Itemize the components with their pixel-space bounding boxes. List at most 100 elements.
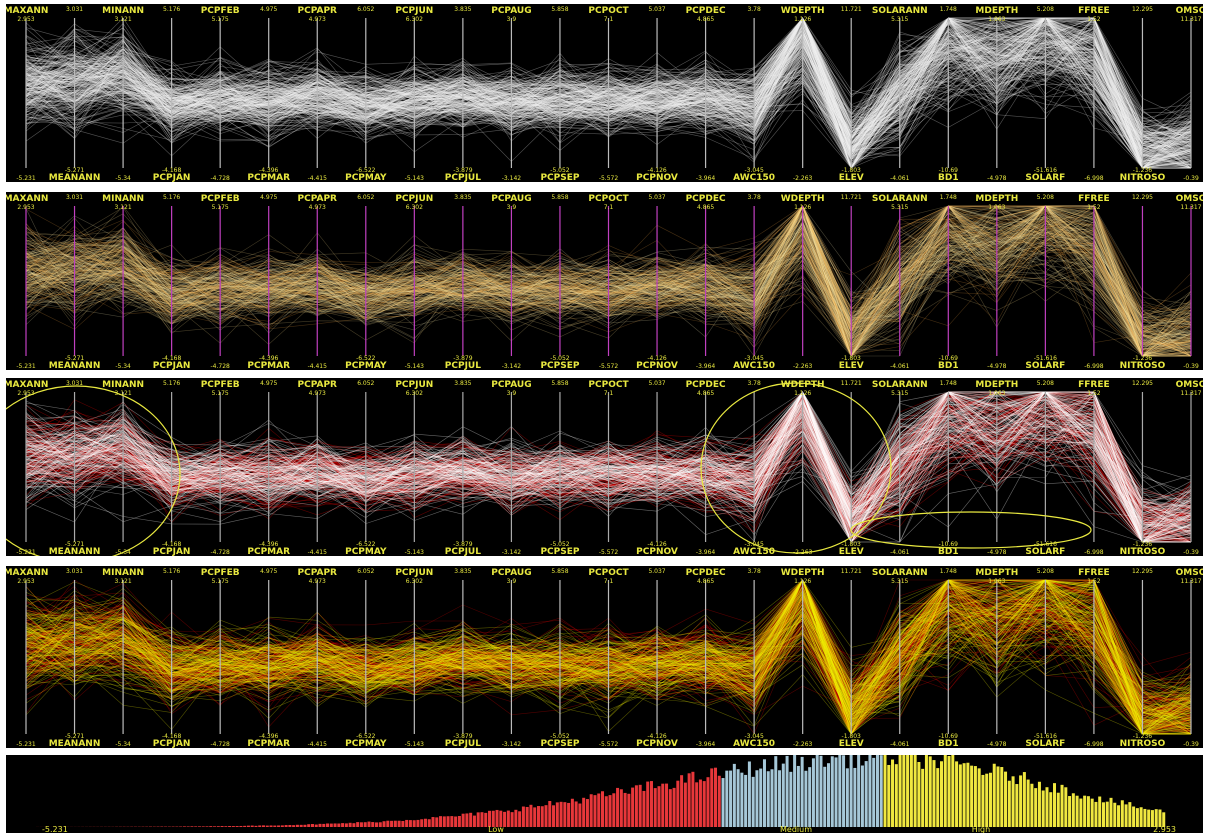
- axis-max-pcpmay: 6.052: [357, 6, 374, 13]
- hist-bar: [759, 768, 763, 827]
- axis-label-omso: OMSO: [1176, 568, 1203, 578]
- axis-label-pcpoct: PCPOCT: [588, 380, 629, 390]
- axis-max-pcpdec: 4.865: [697, 390, 714, 397]
- hist-bar: [540, 806, 544, 827]
- axis-max-pcpjul: 3.835: [454, 6, 471, 13]
- axis-min-pcpmay: -6.522: [356, 167, 376, 174]
- axis-min-solarf: -51.616: [1034, 355, 1057, 362]
- axis-label-pcpjan: PCPJAN: [153, 547, 191, 556]
- axis-max-pcpoct: 7.1: [604, 204, 614, 211]
- axis-min-pcpnov: -4.126: [647, 733, 667, 740]
- hist-bar: [220, 826, 224, 827]
- pcp-panel-3[interactable]: MAXANN 2.953 -5.231 MEANANN 3.031 -5.271 MINAN…: [6, 378, 1203, 556]
- axis-max-ffree: 1.52: [1087, 204, 1101, 211]
- hist-bar: [879, 755, 883, 827]
- hist-bar: [992, 763, 996, 827]
- hist-bar: [985, 773, 989, 827]
- axis-label-pcpaug: PCPAUG: [491, 568, 531, 578]
- hist-bar: [529, 804, 533, 827]
- axis-min-omso: -0.39: [1183, 175, 1199, 182]
- axis-max-pcpfeb: 5.175: [212, 16, 229, 23]
- hist-bar: [883, 755, 887, 827]
- axis-label-pcpfeb: PCPFEB: [201, 568, 240, 578]
- axis-min-pcpsep: -5.052: [550, 541, 570, 548]
- axis-label-pcpjul: PCPJUL: [445, 547, 481, 556]
- axis-max-solarann: 5.315: [891, 16, 908, 23]
- hist-bar: [228, 826, 232, 827]
- axis-min-elev: -1.803: [842, 733, 862, 740]
- axis-max-pcpdec: 4.865: [697, 578, 714, 585]
- axis-max-ffree: 1.52: [1087, 578, 1101, 585]
- hist-bar: [729, 770, 733, 827]
- axis-max-solarf: 5.208: [1037, 194, 1054, 201]
- axis-label-wdepth: WDEPTH: [781, 380, 825, 390]
- hist-bar: [845, 768, 849, 827]
- hist-bar: [1120, 800, 1124, 827]
- axis-label-omso: OMSO: [1176, 194, 1203, 204]
- axis-min-pcpmay: -6.522: [356, 541, 376, 548]
- axis-min-mdepth: -4.978: [987, 175, 1007, 182]
- hist-bar: [356, 822, 360, 827]
- axis-min-meanann: -5.271: [65, 355, 85, 362]
- hist-bar: [842, 755, 846, 827]
- hist-bar: [909, 755, 913, 827]
- hist-bar: [698, 779, 702, 827]
- hist-bar: [917, 762, 921, 827]
- axis-max-pcpjan: 5.176: [163, 380, 180, 387]
- hist-bar: [503, 811, 507, 827]
- hist-bar: [363, 822, 367, 827]
- hist-bar: [710, 768, 714, 827]
- axis-min-pcpjan: -4.168: [162, 355, 182, 362]
- hist-bar: [988, 772, 992, 827]
- axis-label-pcpdec: PCPDEC: [686, 568, 726, 578]
- axis-max-omso: 11.317: [1181, 204, 1202, 211]
- axis-min-pcpfeb: -4.728: [210, 741, 230, 748]
- pcp-panel-2[interactable]: MAXANN 2.953 -5.231 MEANANN 3.031 -5.271 MINAN…: [6, 192, 1203, 370]
- histogram-panel[interactable]: -5.231 Low Medium High 2.953: [6, 755, 1203, 833]
- hist-bar: [827, 763, 831, 827]
- hist-bar: [295, 824, 299, 827]
- axis-label-meanann: MEANANN: [49, 361, 101, 370]
- hist-bar: [574, 801, 578, 827]
- hist-bar: [488, 810, 492, 827]
- hist-bar: [1019, 775, 1023, 827]
- axis-min-pcpoct: -5.572: [599, 175, 619, 182]
- axis-label-pcpjan: PCPJAN: [153, 173, 191, 182]
- axis-min-pcpoct: -5.572: [599, 363, 619, 370]
- hist-bar: [668, 789, 672, 827]
- axis-max-maxann: 2.953: [17, 16, 34, 23]
- hist-bar: [472, 815, 476, 827]
- axis-max-pcpapr: 4.973: [309, 16, 326, 23]
- hist-bar: [427, 819, 431, 827]
- hist-bar: [280, 825, 284, 827]
- hist-bar: [1026, 779, 1030, 827]
- axis-label-pcpnov: PCPNOV: [636, 173, 678, 182]
- pcp-panel-4[interactable]: MAXANN 2.953 -5.231 MEANANN 3.031 -5.271 MINAN…: [6, 566, 1203, 748]
- axis-max-pcpsep: 5.858: [551, 194, 568, 201]
- hist-bar: [1041, 790, 1045, 827]
- axis-max-omso: 11.317: [1181, 390, 1202, 397]
- axis-label-pcpjun: PCPJUN: [395, 568, 433, 578]
- axis-max-wdepth: 1.126: [794, 390, 811, 397]
- hist-bar: [687, 773, 691, 827]
- axis-label-nitroso: NITROSO: [1120, 361, 1166, 370]
- hist-bar: [521, 806, 525, 827]
- hist-bar: [273, 825, 277, 827]
- axis-min-pcpjun: -5.143: [405, 175, 425, 182]
- axis-label-pcpmar: PCPMAR: [247, 739, 290, 748]
- hist-bar: [604, 796, 608, 827]
- hist-bar: [582, 797, 586, 827]
- hist-bar: [1143, 808, 1147, 827]
- hist-bar: [981, 774, 985, 827]
- axis-max-mdepth: 1.063: [988, 204, 1005, 211]
- axis-max-pcpoct: 7.1: [604, 390, 614, 397]
- axis-label-bd1: BD1: [938, 739, 959, 748]
- hist-bar: [751, 776, 755, 827]
- hist-bar: [744, 774, 748, 827]
- axis-label-pcpaug: PCPAUG: [491, 380, 531, 390]
- axis-min-pcpmar: -4.396: [259, 167, 279, 174]
- hist-bar: [201, 826, 205, 827]
- axis-label-maxann: MAXANN: [6, 6, 48, 16]
- pcp-panel-1[interactable]: MAXANN 2.953 -5.231 MEANANN 3.031 -5.271 MINAN…: [6, 4, 1203, 182]
- axis-label-maxann: MAXANN: [6, 194, 48, 204]
